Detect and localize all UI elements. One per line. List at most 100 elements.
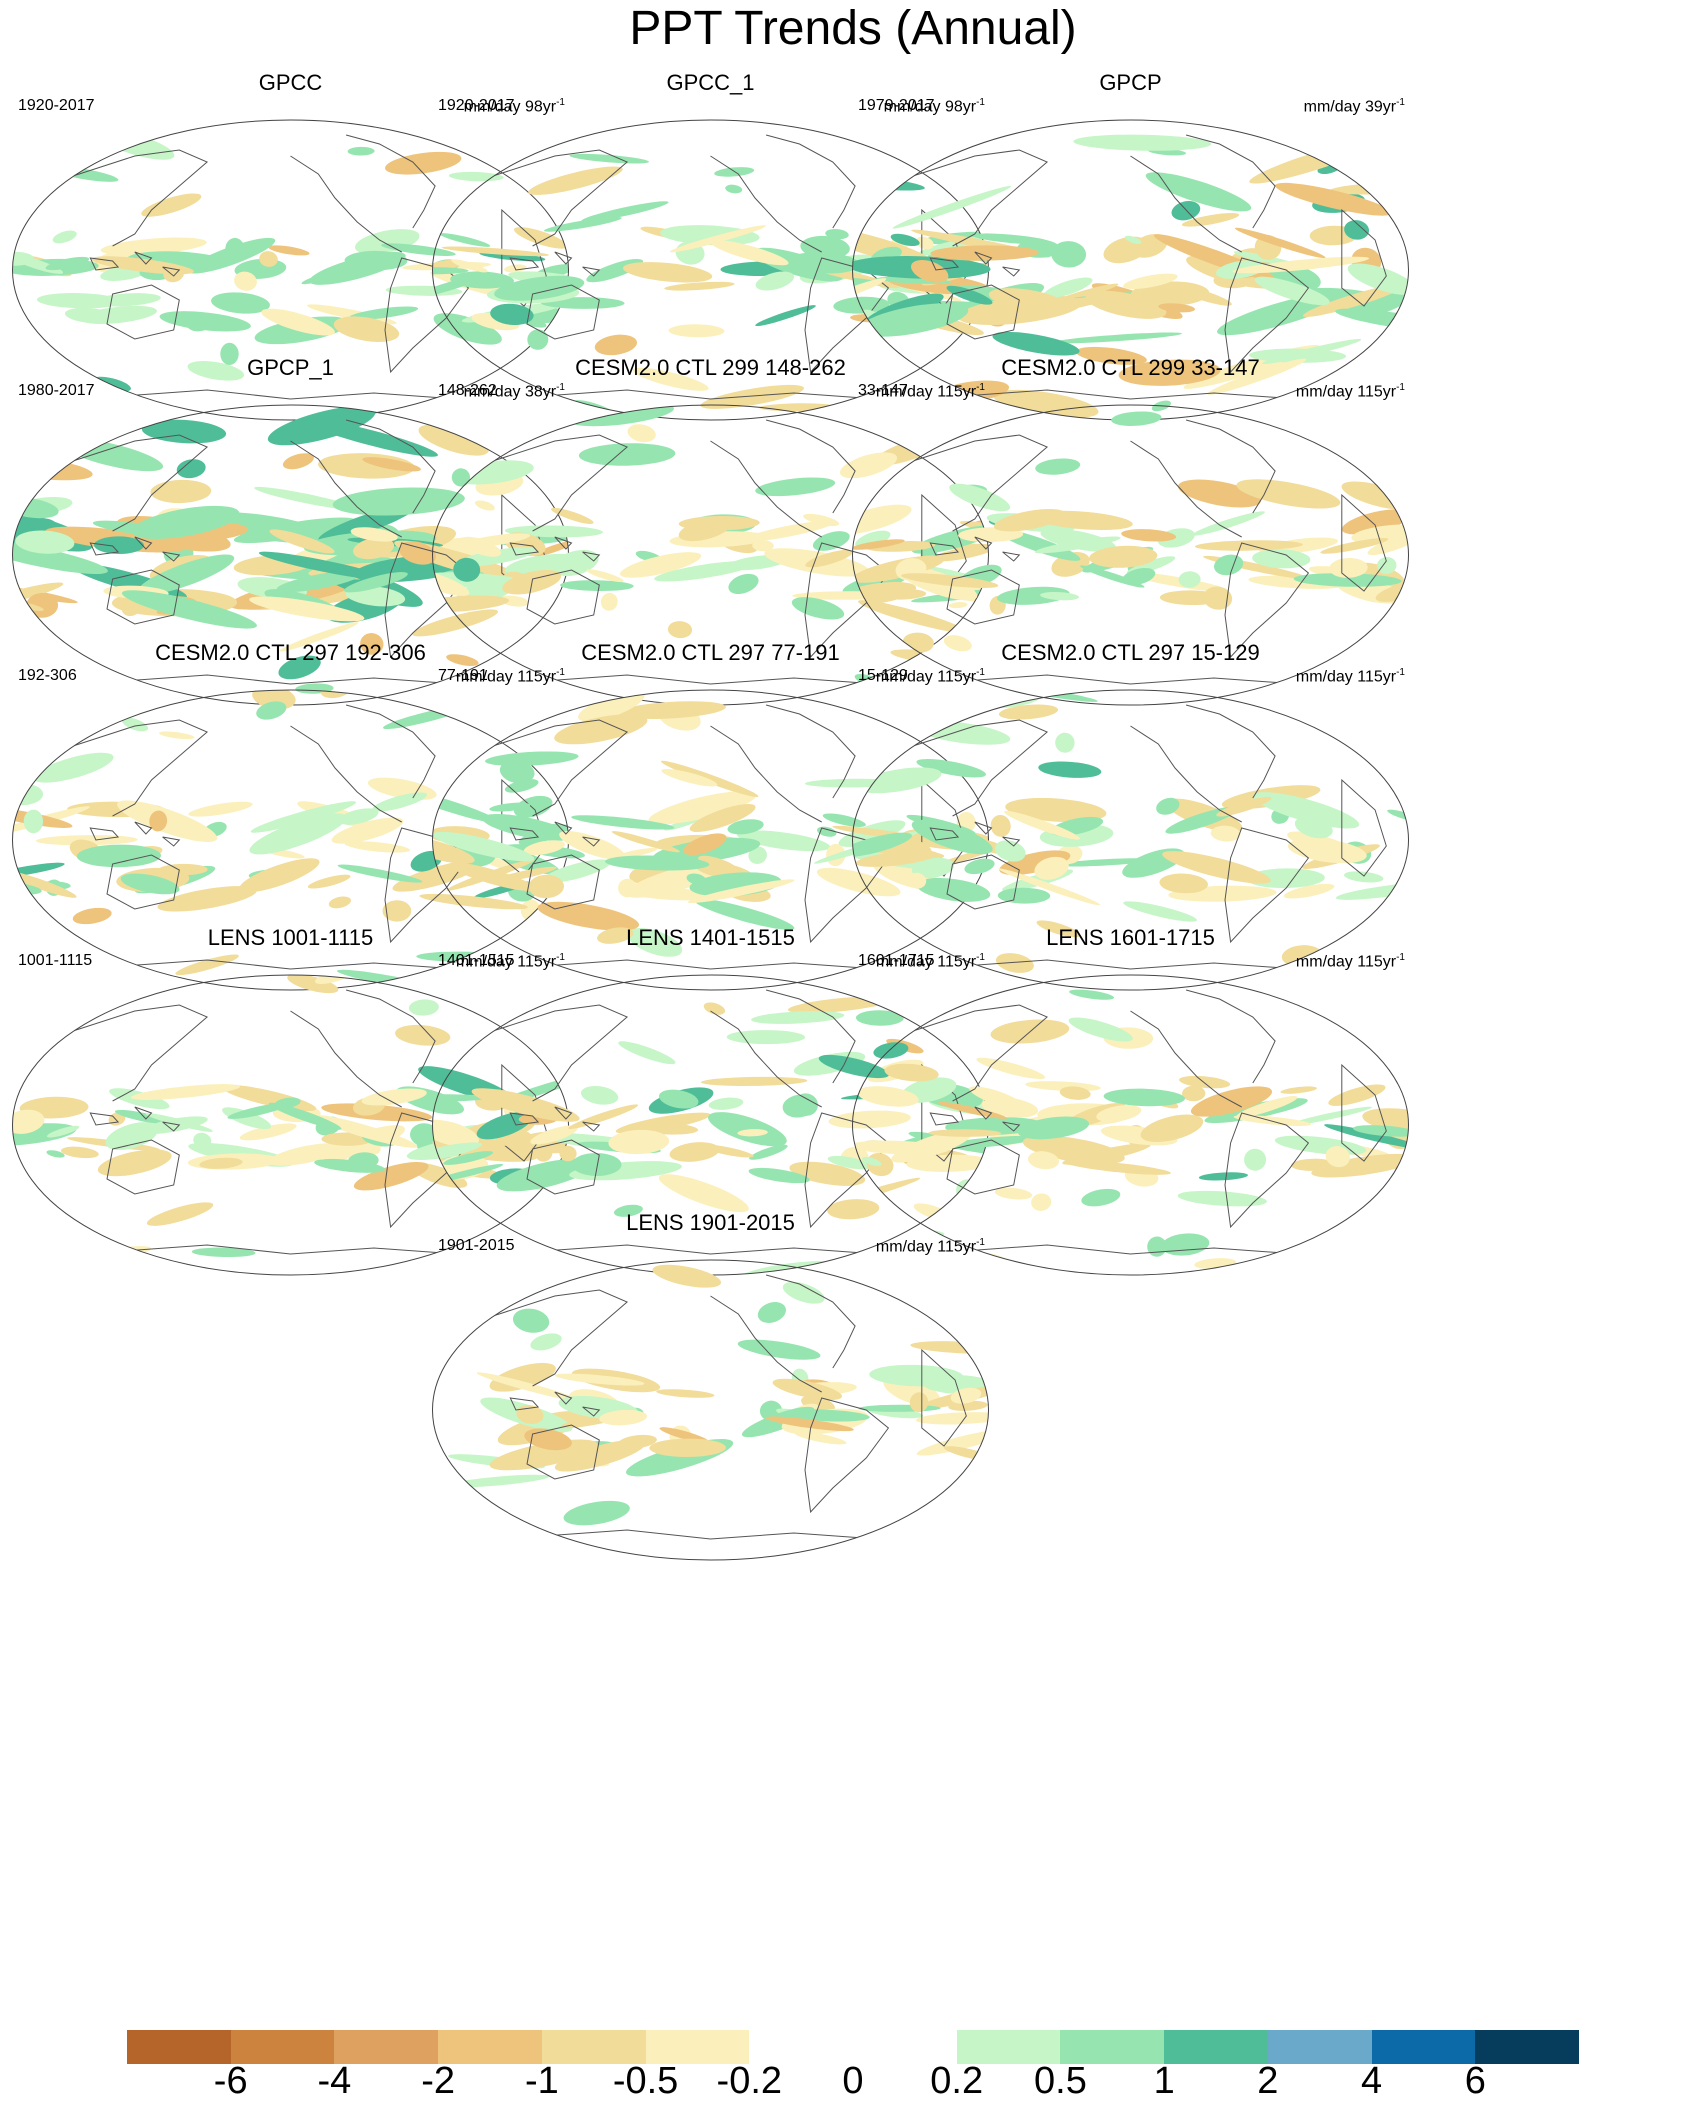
wetting-area [822,813,866,827]
coastline [804,257,890,374]
wetting-area [552,549,599,577]
wetting-area [1111,411,1162,426]
drying-area [652,1264,722,1288]
colorbar-tick-label: -2 [421,2060,456,2102]
drying-area [159,731,195,740]
drying-area [700,384,804,409]
coastline [974,821,993,835]
drying-area [60,1146,99,1159]
wetting-area [490,303,534,326]
wetting-area [46,165,119,182]
wetting-area [15,530,75,554]
coastline [765,134,856,229]
colorbar-tick-label: 0.2 [930,2060,984,2102]
drying-area [816,867,901,897]
wetting-area [571,1152,622,1177]
wetting-area [727,819,764,835]
drying-area [658,1174,749,1213]
wetting-area [499,760,535,784]
colorbar-swatch [541,2030,646,2064]
coastline [921,1348,967,1447]
wetting-area [1324,1124,1409,1149]
drying-area [432,1119,480,1147]
drying-area [600,592,618,611]
drying-area [100,237,207,256]
wetting-area [916,758,986,778]
drying-area [699,1144,754,1158]
coastline [509,1397,540,1411]
drying-area [1234,227,1326,259]
drying-area [915,1412,989,1425]
wetting-area [36,293,122,309]
colorbar-swatch [645,2030,750,2064]
panel-title: LENS 1601-1715 [1046,925,1215,950]
exponent-label: -1 [976,667,985,678]
wetting-area [121,590,257,629]
drying-area [752,539,774,552]
wetting-area [1038,761,1102,778]
panel-title: LENS 1401-1515 [626,925,795,950]
wetting-area [751,1011,845,1024]
drying-area [916,1429,989,1456]
units-label: mm/day [463,98,525,116]
wetting-area [254,486,357,510]
drying-area [528,874,564,899]
coastline [162,266,181,277]
world-map [852,119,1409,421]
wetting-area [613,1204,643,1217]
panel-units: mm/day 98yr-1 [464,97,565,116]
drying-area [805,549,853,568]
drying-area [252,690,296,710]
panel-units: mm/day 115yr-1 [876,382,985,401]
drying-area [700,1076,808,1086]
coastline [543,959,878,970]
coastline [460,1289,629,1387]
wetting-area [996,586,1070,605]
drying-area [149,810,168,832]
wetting-area [1213,554,1244,576]
drying-area [1303,283,1407,318]
units-label: mm/day [875,953,938,971]
coastline [290,1010,402,1108]
drying-area [287,975,339,994]
drying-area [279,622,359,652]
wetting-area [332,487,465,516]
drying-area [1118,359,1221,386]
drying-area [1329,557,1368,578]
drying-area [353,537,395,560]
wetting-area [211,292,270,314]
drying-area [969,1086,1026,1110]
wetting-area [432,789,499,823]
wetting-area [494,275,585,301]
wetting-area [757,1302,786,1323]
drying-area [1236,479,1341,509]
drying-area [268,1143,344,1166]
coastline [963,959,1298,970]
drying-area [261,308,335,336]
wetting-area [605,855,710,871]
exponent-label: -1 [556,952,565,963]
coastline [1002,551,1021,562]
drying-area [1311,1153,1409,1178]
drying-area [269,529,335,554]
units-label: mm/day [875,668,938,686]
world-map [852,689,1409,991]
coastline [106,569,180,625]
map-panel: CESM2.0 CTL 297 15-129 15-129 mm/day 115yr… [848,640,1413,1027]
coastline [929,257,960,271]
coastline [543,389,878,400]
drying-area [852,504,912,535]
colorbar-swatch [438,2030,542,2064]
span-label: 115yr [937,953,977,971]
wetting-area [618,1041,676,1065]
drying-area [157,886,257,912]
colorbar [127,2030,1580,2064]
exponent-label: -1 [556,97,565,108]
colorbar-tick-label: -1 [524,2060,559,2102]
coastline [554,251,573,265]
wetting-area [1051,241,1087,268]
coastline [1224,1112,1310,1229]
map-panel: LENS 1901-2015 1901-2015 mm/day 115yr-1 [428,1210,993,1597]
units-label: mm/day [1295,383,1358,401]
coastline [123,674,458,685]
